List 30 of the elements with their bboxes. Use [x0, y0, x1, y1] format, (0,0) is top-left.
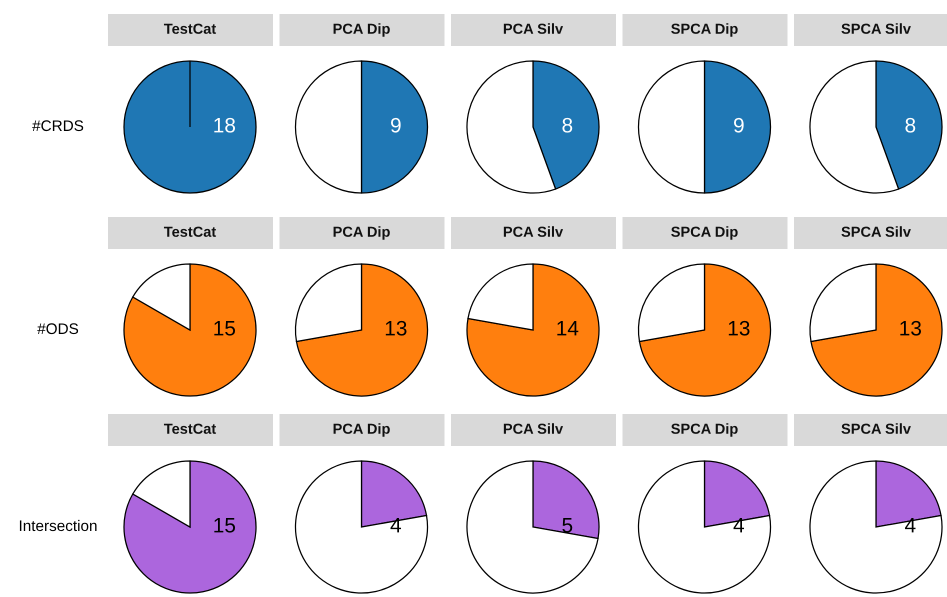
chart-title: PCA Dip: [334, 423, 390, 437]
data-label: 18: [214, 118, 236, 133]
data-label: 13: [386, 320, 406, 336]
chart-title: SPCA Dip: [671, 23, 738, 37]
data-label: 8: [905, 118, 916, 133]
chart-title: PCA Silv: [504, 23, 564, 34]
text: #ODS: [37, 323, 78, 334]
data-label: 13: [900, 320, 921, 336]
chart-title: SPCA Silv: [841, 23, 911, 34]
data-label: 15: [214, 518, 236, 533]
chart-title: PCA Silv: [504, 423, 564, 434]
chart-title: TestCat: [164, 226, 216, 237]
chart-title: PCA Silv: [504, 226, 564, 237]
data-label: 8: [562, 118, 572, 133]
chart-title: PCA Dip: [334, 23, 390, 37]
chart-title: SPCA Dip: [671, 423, 738, 437]
text: Intersection: [20, 520, 96, 532]
data-label: 5: [562, 518, 572, 533]
chart-title: SPCA Dip: [671, 226, 738, 240]
data-label: 9: [391, 118, 401, 133]
data-label: 9: [734, 118, 744, 133]
chart-title: SPCA Silv: [841, 226, 911, 237]
chart-title: TestCat: [164, 424, 216, 434]
data-label: 14: [557, 321, 578, 336]
data-label: 13: [728, 320, 750, 336]
chart-title: PCA Dip: [334, 226, 390, 240]
chart-title: SPCA Silv: [841, 423, 911, 434]
chart-title: TestCat: [164, 24, 216, 34]
text: #CRDS: [32, 120, 84, 132]
data-label: 15: [214, 321, 236, 336]
